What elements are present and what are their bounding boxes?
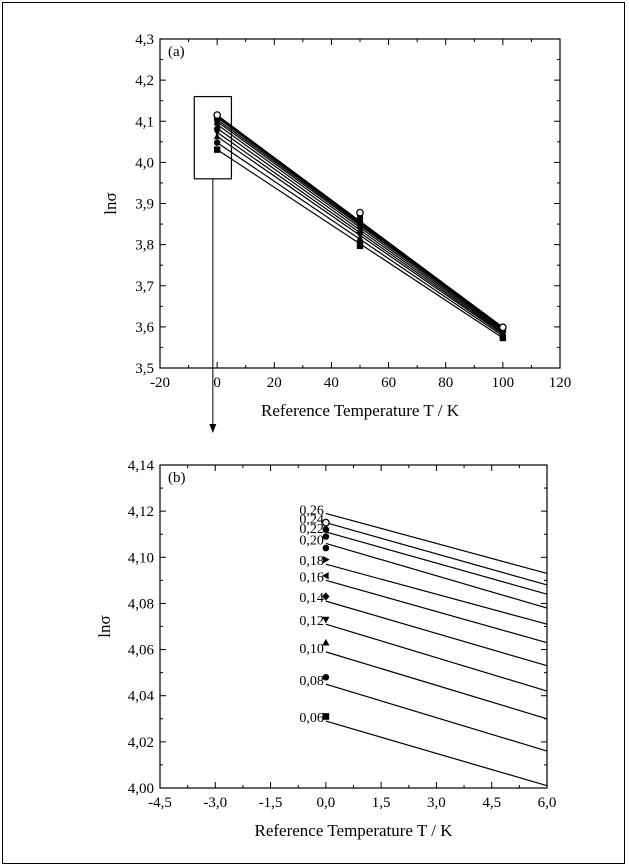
fit-line-b (325, 651, 548, 720)
fit-line-b (325, 579, 548, 644)
y-tick-label-b: 4,10 (128, 550, 154, 566)
data-point-a (213, 129, 221, 137)
data-point-a (356, 208, 364, 217)
data-point-a (213, 146, 221, 153)
y-tick-label-b: 4,12 (128, 504, 154, 520)
y-axis-label-a: lnσ (101, 192, 120, 214)
series-label-b: 0,16 (299, 570, 324, 585)
series-label-b: 0,12 (299, 614, 324, 629)
y-tick-label-b: 4,02 (128, 735, 154, 751)
series-label-b: 0,06 (299, 711, 324, 726)
panel-label-b: (b) (168, 470, 186, 486)
x-tick-label-a: 60 (381, 375, 396, 391)
data-point-a (213, 111, 221, 119)
x-tick-label-a: -20 (150, 375, 170, 391)
data-point-b (322, 616, 330, 624)
series-label-b: 0,10 (299, 642, 324, 657)
y-tick-label-a: 3,7 (135, 279, 154, 295)
x-tick-label-b: -3,0 (203, 795, 227, 811)
fit-line-b (325, 512, 548, 575)
x-axis-label-a: Reference Temperature T / K (261, 401, 460, 420)
y-tick-label-a: 4,3 (135, 32, 154, 48)
data-point-b (322, 526, 330, 533)
series-label-b: 0,20 (299, 533, 324, 548)
series-label-b: 0,08 (299, 674, 324, 689)
y-tick-label-b: 4,06 (128, 643, 155, 659)
y-tick-label-a: 4,2 (135, 73, 154, 89)
x-tick-label-b: -4,5 (148, 795, 172, 811)
y-tick-label-a: 3,5 (135, 361, 154, 377)
x-tick-label-a: 80 (438, 375, 453, 391)
y-tick-label-a: 3,9 (135, 197, 154, 213)
fit-line-b (325, 563, 548, 625)
x-tick-label-a: 0 (213, 375, 221, 391)
y-tick-label-b: 4,04 (128, 689, 155, 705)
x-axis-label-b: Reference Temperature T / K (255, 821, 454, 840)
data-point-b (322, 544, 330, 552)
data-point-a (499, 323, 507, 332)
zoom-box (193, 95, 233, 180)
y-tick-label-a: 3,8 (135, 238, 154, 254)
y-tick-label-a: 4,1 (135, 114, 154, 130)
fit-line-b (325, 623, 548, 692)
x-tick-label-a: 100 (492, 375, 515, 391)
x-tick-label-b: 4,5 (482, 795, 501, 811)
zoom-arrow-head (209, 424, 217, 433)
fit-line-b (325, 522, 548, 586)
data-point-a (356, 224, 363, 232)
plot-area-a (159, 38, 561, 369)
data-point-a (213, 124, 221, 133)
fit-line-b (325, 683, 548, 752)
x-tick-label-a: 20 (267, 375, 282, 391)
data-point-b (322, 638, 330, 646)
series-label-b: 0,14 (299, 591, 324, 606)
fit-line-b (325, 600, 548, 667)
y-tick-label-b: 4,00 (128, 781, 154, 797)
data-point-a (213, 139, 221, 146)
data-point-a (356, 227, 364, 236)
x-tick-label-b: 0,0 (316, 795, 335, 811)
data-point-b (323, 555, 330, 564)
series-label-b: 0,18 (299, 554, 324, 569)
y-tick-label-a: 3,6 (135, 320, 154, 336)
data-point-b (322, 572, 329, 580)
data-point-b (321, 518, 330, 527)
data-point-b (322, 592, 330, 601)
series-label-b: 0,24 (299, 513, 324, 528)
data-point-b (322, 533, 330, 540)
x-tick-label-b: 6,0 (538, 795, 557, 811)
series-label-b: 0,22 (299, 522, 324, 537)
y-tick-label-b: 4,08 (128, 596, 154, 612)
fit-line-b (325, 720, 548, 787)
y-axis-label-b: lnσ (95, 615, 114, 637)
fit-line-b (325, 542, 548, 609)
x-tick-label-a: 40 (324, 375, 339, 391)
x-tick-label-b: -1,5 (259, 795, 283, 811)
data-point-b (322, 713, 330, 720)
y-tick-label-a: 4,0 (135, 155, 154, 171)
x-tick-label-b: 1,5 (372, 795, 391, 811)
y-tick-label-b: 4,14 (128, 458, 155, 474)
x-tick-label-b: 3,0 (427, 795, 446, 811)
data-point-a (356, 242, 364, 250)
x-tick-label-a: 120 (549, 375, 572, 391)
fit-line-b (325, 531, 548, 595)
data-point-b (322, 673, 330, 681)
panel-label-a: (a) (168, 44, 185, 60)
series-label-b: 0,26 (299, 503, 324, 518)
